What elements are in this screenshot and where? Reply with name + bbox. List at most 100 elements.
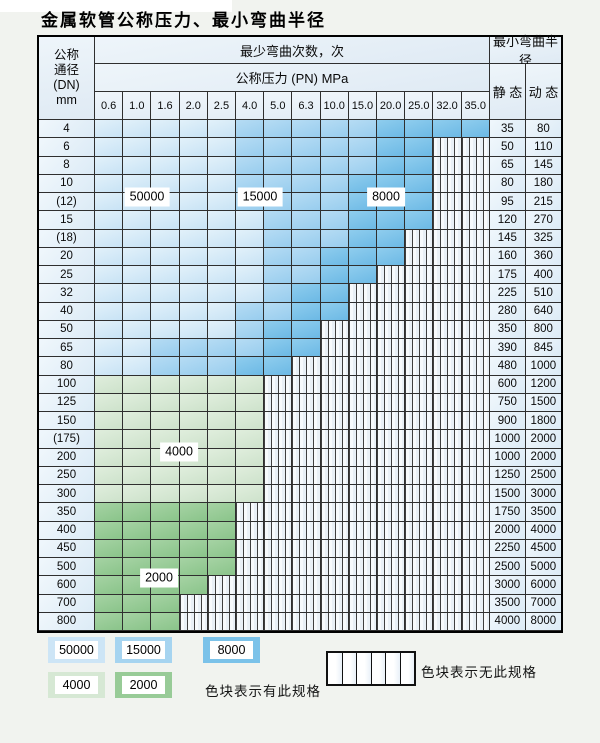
pressure-cell	[461, 612, 490, 631]
table-row-dn-8: 8 65 145	[39, 156, 561, 175]
pressure-cell	[179, 120, 208, 139]
pressure-cell	[320, 284, 349, 303]
pressure-cell	[377, 339, 406, 358]
dynamic-radius-value: 145	[525, 156, 561, 175]
pressure-cell	[433, 156, 462, 175]
pressure-cell	[461, 229, 490, 248]
pressure-cell	[461, 339, 490, 358]
pressure-cell	[292, 229, 321, 248]
pressure-cell	[292, 211, 321, 230]
pressure-cell	[179, 576, 208, 595]
dn-cell: 700	[39, 594, 95, 613]
pressure-cell	[320, 558, 349, 577]
dn-cell: 40	[39, 302, 95, 321]
pressure-cell	[151, 247, 180, 266]
pressure-cell	[348, 503, 378, 522]
pressure-cell	[377, 612, 406, 631]
pressure-cell	[207, 412, 237, 431]
table-row-dn-40: 40 280 640	[39, 302, 561, 321]
pressure-cell	[348, 466, 378, 485]
pressure-cell	[377, 138, 406, 157]
pressure-cell	[95, 229, 124, 248]
legend-chip-15000: 15000	[115, 637, 172, 663]
static-radius-value: 35	[489, 120, 526, 139]
pressure-cell	[264, 211, 293, 230]
pressure-cell	[179, 521, 208, 540]
dynamic-radius-value: 180	[525, 174, 561, 193]
pressure-cell	[179, 466, 208, 485]
static-radius-value: 350	[489, 320, 526, 339]
pressure-cell	[151, 485, 180, 504]
pressure-cell	[123, 448, 152, 467]
pressure-cell	[179, 558, 208, 577]
hatch-cell	[371, 653, 386, 684]
table-body: 4 35 80 6 50 110 8 65 145 10 80 180 (12) 95 215 15 120 27…	[39, 120, 561, 631]
pressure-tick: 6.3	[292, 92, 321, 120]
dynamic-radius-value: 1500	[525, 393, 561, 412]
pressure-cell	[207, 576, 237, 595]
pressure-cell	[292, 485, 321, 504]
pressure-cell	[95, 284, 124, 303]
pressure-cell	[320, 211, 349, 230]
pressure-tick: 0.6	[95, 92, 124, 120]
pressure-tick-row: 0.6 1.0 1.6 2.0 2.5 4.0 5.0 6.3 10.0 15.0 20.0 25.0…	[95, 92, 490, 120]
pressure-cell	[264, 430, 293, 449]
dn-header-line4: mm	[56, 93, 77, 107]
pressure-cell	[405, 211, 434, 230]
pressure-cell	[348, 302, 378, 321]
pressure-cell	[236, 503, 265, 522]
pressure-cell	[179, 503, 208, 522]
table-row-dn-50: 50 350 800	[39, 320, 561, 339]
pressure-cell	[179, 302, 208, 321]
dn-cell: 250	[39, 466, 95, 485]
pressure-cell	[123, 138, 152, 157]
pressure-tick: 32.0	[433, 92, 462, 120]
pressure-cell	[264, 375, 293, 394]
dn-cell: 125	[39, 393, 95, 412]
pressure-cell	[123, 485, 152, 504]
pressure-cell	[377, 412, 406, 431]
dn-cell: 500	[39, 558, 95, 577]
pressure-cell	[433, 320, 462, 339]
dynamic-radius-value: 4500	[525, 539, 561, 558]
dynamic-radius-value: 360	[525, 247, 561, 266]
table-row-dn-6: 6 50 110	[39, 138, 561, 157]
pressure-cell	[95, 503, 124, 522]
table-row-dn-700: 700 3500 7000	[39, 594, 561, 613]
pressure-cell	[405, 485, 434, 504]
pressure-cell	[320, 430, 349, 449]
pressure-cell	[348, 612, 378, 631]
pressure-cell	[320, 247, 349, 266]
pressure-cell	[236, 266, 265, 285]
pressure-cell	[348, 393, 378, 412]
pressure-cell	[207, 229, 237, 248]
pressure-cell	[207, 339, 237, 358]
pressure-cell	[405, 357, 434, 376]
dynamic-radius-value: 2000	[525, 448, 561, 467]
pressure-cell	[292, 247, 321, 266]
pressure-cell	[264, 229, 293, 248]
pressure-cell	[95, 174, 124, 193]
table-row-dn-150: 150 900 1800	[39, 412, 561, 431]
pressure-cell	[151, 539, 180, 558]
table-row-dn-80: 80 480 1000	[39, 357, 561, 376]
pressure-cell	[348, 375, 378, 394]
pressure-cell	[207, 393, 237, 412]
pressure-cell	[377, 430, 406, 449]
pressure-cell	[95, 193, 124, 212]
table-row-dn-65: 65 390 845	[39, 339, 561, 358]
pressure-cell	[236, 412, 265, 431]
pressure-cell	[433, 503, 462, 522]
pressure-cell	[405, 576, 434, 595]
table-row-dn-450: 450 2250 4500	[39, 539, 561, 558]
pressure-cell	[348, 284, 378, 303]
pressure-cell	[461, 375, 490, 394]
dynamic-radius-value: 6000	[525, 576, 561, 595]
pressure-cell	[292, 375, 321, 394]
pressure-cell	[207, 120, 237, 139]
pressure-cell	[433, 448, 462, 467]
dn-header: 公称 通径 (DN) mm	[39, 37, 95, 120]
pressure-cell	[433, 247, 462, 266]
legend-chip-label: 15000	[122, 641, 165, 659]
pressure-cell	[433, 266, 462, 285]
